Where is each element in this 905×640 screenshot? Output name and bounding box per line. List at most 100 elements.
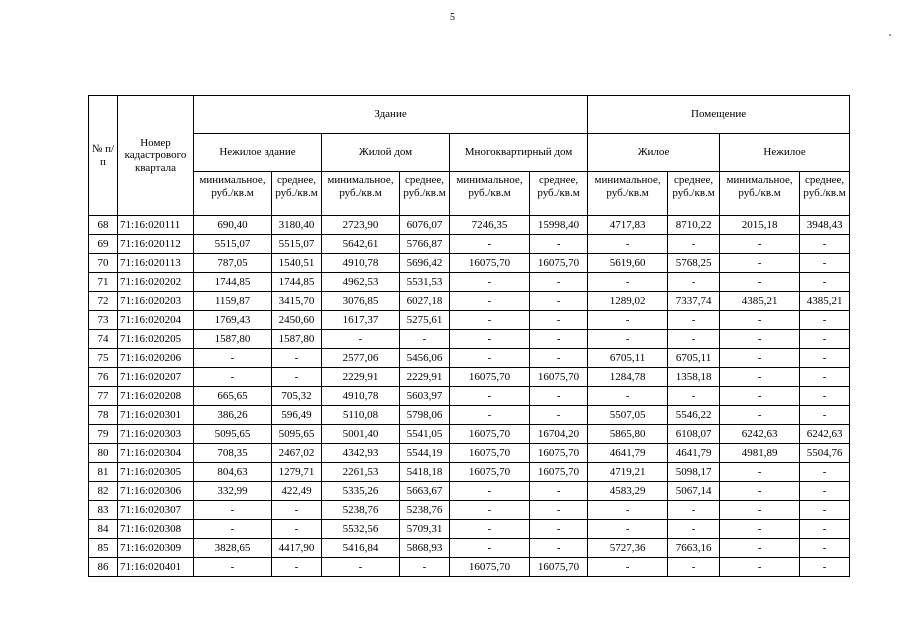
header-residential-house: Жилой дом [321, 133, 450, 172]
value-cell: - [271, 500, 322, 520]
value-cell: 5418,18 [399, 462, 450, 482]
value-cell: - [193, 367, 272, 387]
value-cell: - [587, 386, 669, 406]
header-group-building: Здание [192, 95, 589, 134]
value-cell: 705,32 [271, 386, 322, 406]
header-avg-label: среднее, руб./кв.м [528, 171, 589, 216]
value-cell: 4583,29 [587, 481, 669, 501]
cadastral-number-cell: 71:16:020204 [117, 310, 194, 330]
table-row: 76 71:16:020207- -2229,91 2229,91 16075,70 16… [88, 367, 851, 387]
value-cell: 5798,06 [399, 405, 450, 425]
value-cell: 1744,85 [193, 272, 272, 292]
value-cell: 5238,76 [399, 500, 450, 520]
value-cell: - [449, 348, 530, 368]
value-cell: 4641,79 [667, 443, 721, 463]
value-cell: 16075,70 [449, 557, 530, 577]
header-group-premises: Помещение [587, 95, 851, 134]
table-row: 72 71:16:020203 1159,87 3415,70 3076,85 6027,… [88, 291, 851, 311]
value-cell: 16075,70 [528, 557, 589, 577]
cadastral-number-cell: 71:16:020208 [117, 386, 194, 406]
value-cell: 4385,21 [799, 291, 851, 311]
table-row: 77 71:16:020208 665,65 705,32 4910,78 5603,97… [88, 386, 851, 406]
value-cell: 7663,16 [667, 538, 721, 558]
value-cell: 1358,18 [667, 367, 721, 387]
value-cell: - [193, 557, 272, 577]
value-cell: - [587, 310, 669, 330]
header-avg-label: среднее, руб./кв.м [799, 171, 851, 216]
value-cell: 2015,18 [719, 215, 801, 235]
value-cell: - [667, 234, 721, 254]
value-cell: 6027,18 [399, 291, 450, 311]
value-cell: 2229,91 [399, 367, 450, 387]
row-number-cell: 75 [88, 348, 118, 368]
value-cell: - [799, 481, 851, 501]
value-cell: - [719, 519, 801, 539]
value-cell: 5515,07 [193, 234, 272, 254]
value-cell: - [449, 386, 530, 406]
value-cell: - [528, 481, 589, 501]
value-cell: 5515,07 [271, 234, 322, 254]
value-cell: - [799, 405, 851, 425]
table-row: 71 71:16:020202 1744,85 1744,85 4962,53 5531,… [88, 272, 851, 292]
value-cell: 4641,79 [587, 443, 669, 463]
cadastral-valuation-table: № п/п Номер кадастрового квартала Здание… [88, 95, 851, 577]
value-cell: 5275,61 [399, 310, 450, 330]
value-cell: - [271, 367, 322, 387]
value-cell: 6705,11 [587, 348, 669, 368]
value-cell: 2723,90 [321, 215, 400, 235]
value-cell: - [719, 367, 801, 387]
value-cell: - [271, 519, 322, 539]
value-cell: 4717,83 [587, 215, 669, 235]
header-min-label: минимальное, руб./кв.м [321, 171, 400, 216]
value-cell: 4981,89 [719, 443, 801, 463]
value-cell: 5532,56 [321, 519, 400, 539]
value-cell: - [799, 348, 851, 368]
row-number-cell: 81 [88, 462, 118, 482]
cadastral-number-cell: 71:16:020206 [117, 348, 194, 368]
header-avg-label: среднее, руб./кв.м [667, 171, 721, 216]
header-residential-premises: Жилое [587, 133, 721, 172]
value-cell: - [799, 310, 851, 330]
value-cell: - [449, 291, 530, 311]
value-cell: - [449, 481, 530, 501]
value-cell: - [667, 500, 721, 520]
table-row: 68 71:16:020111 690,40 3180,40 2723,90 6076,0… [88, 215, 851, 235]
value-cell: 4342,93 [321, 443, 400, 463]
cadastral-number-cell: 71:16:020401 [117, 557, 194, 577]
header-min-label: минимальное, руб./кв.м [449, 171, 530, 216]
value-cell: 6242,63 [799, 424, 851, 444]
header-row-subgroups: Нежилое здание Жилой дом Многоквартирный… [89, 133, 851, 172]
value-cell: 16075,70 [528, 462, 589, 482]
value-cell: - [667, 272, 721, 292]
value-cell: - [587, 557, 669, 577]
value-cell: 16075,70 [449, 424, 530, 444]
scan-dot-artifact [889, 34, 891, 36]
row-number-cell: 82 [88, 481, 118, 501]
value-cell: - [799, 500, 851, 520]
value-cell: 4719,21 [587, 462, 669, 482]
value-cell: 5865,80 [587, 424, 669, 444]
value-cell: 1284,78 [587, 367, 669, 387]
value-cell: - [719, 500, 801, 520]
value-cell: - [271, 348, 322, 368]
value-cell: - [799, 462, 851, 482]
value-cell: - [719, 538, 801, 558]
row-number-cell: 78 [88, 405, 118, 425]
value-cell: - [719, 462, 801, 482]
value-cell: 1617,37 [321, 310, 400, 330]
value-cell: - [587, 234, 669, 254]
value-cell: 16075,70 [528, 443, 589, 463]
value-cell: 5531,53 [399, 272, 450, 292]
value-cell: - [449, 500, 530, 520]
value-cell: 1744,85 [271, 272, 322, 292]
row-number-cell: 77 [88, 386, 118, 406]
value-cell: - [193, 348, 272, 368]
value-cell: 787,05 [193, 253, 272, 273]
value-cell: - [528, 538, 589, 558]
value-cell: 386,26 [193, 405, 272, 425]
value-cell: 4962,53 [321, 272, 400, 292]
value-cell: 4417,90 [271, 538, 322, 558]
value-cell: - [528, 272, 589, 292]
value-cell: 5456,06 [399, 348, 450, 368]
value-cell: 6705,11 [667, 348, 721, 368]
